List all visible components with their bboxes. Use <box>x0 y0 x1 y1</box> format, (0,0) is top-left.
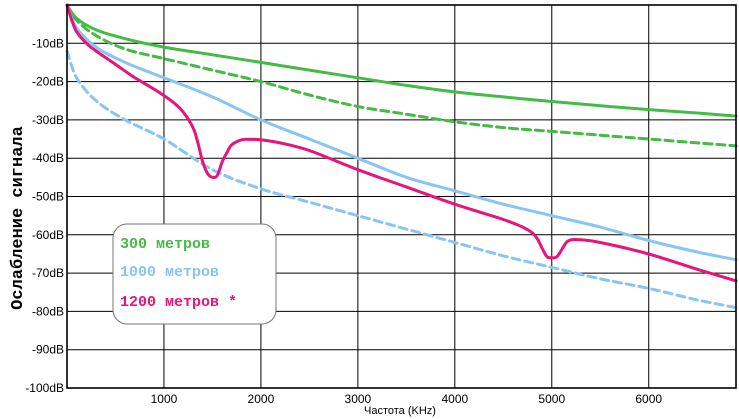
x-tick-label: 6000 <box>635 392 662 406</box>
x-tick-label: 2000 <box>248 392 275 406</box>
legend: 300 метров 1000 метров 1200 метров * <box>112 223 277 325</box>
y-tick-label: -90dB <box>32 343 64 357</box>
y-tick-label: -40dB <box>32 151 64 165</box>
x-tick-label: 1000 <box>151 392 178 406</box>
y-tick-labels: -10dB -20dB -30dB -40dB -50dB -60dB -70dB -80dB… <box>25 36 64 395</box>
plot-frame <box>66 4 737 389</box>
y-axis-title: Ослабление сигнала <box>9 126 28 310</box>
y-tick-label: -50dB <box>32 190 64 204</box>
series-300m-dashed <box>65 3 738 148</box>
y-tick-label: -30dB <box>32 113 64 127</box>
series-1000m-dashed <box>65 49 738 310</box>
series-layer <box>65 3 738 310</box>
x-tick-labels: 1000 2000 3000 4000 5000 6000 <box>151 392 663 406</box>
x-tick-label: 4000 <box>441 392 468 406</box>
y-tick-label: -100dB <box>25 381 64 395</box>
y-tick-label: -10dB <box>32 36 64 50</box>
y-tick-label: -80dB <box>32 304 64 318</box>
series-1200m-solid <box>65 3 738 283</box>
legend-entry-300m: 300 метров <box>120 236 210 253</box>
y-tick-label: -20dB <box>32 75 64 89</box>
x-axis-title: Частота (KHz) <box>364 405 436 417</box>
legend-box <box>112 223 277 325</box>
legend-entry-1200m: 1200 метров * <box>120 294 237 311</box>
y-tick-label: -70dB <box>32 266 64 280</box>
series-1000m-solid <box>65 3 738 262</box>
legend-entry-1000m: 1000 метров <box>120 264 219 281</box>
y-tick-label: -60dB <box>32 228 64 242</box>
x-tick-label: 3000 <box>345 392 372 406</box>
series-300m-solid <box>65 3 738 118</box>
x-tick-label: 5000 <box>538 392 565 406</box>
